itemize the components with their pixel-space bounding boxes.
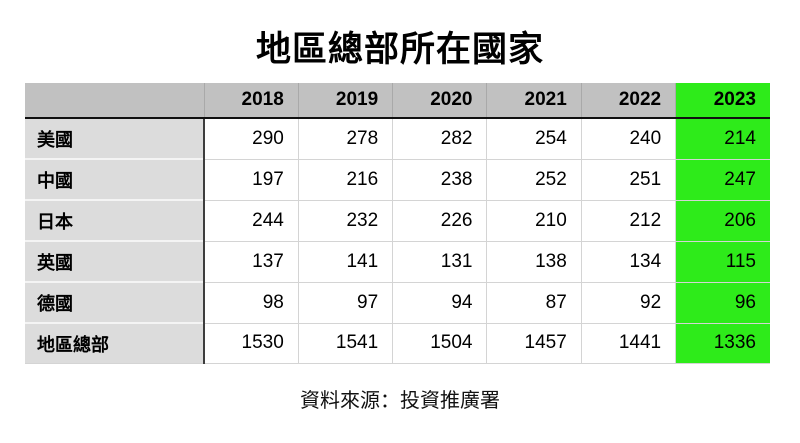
year-header-2020: 2020 — [392, 83, 487, 119]
value-cell-highlighted: 214 — [675, 118, 770, 159]
table-row-uk: 英國 137 141 131 138 134 115 — [25, 240, 770, 282]
value-cell: 251 — [580, 158, 676, 200]
value-cell: 282 — [392, 118, 487, 159]
year-header-2022: 2022 — [580, 83, 676, 119]
value-cell: 210 — [486, 199, 582, 241]
value-cell: 290 — [203, 118, 299, 159]
year-header-2021: 2021 — [486, 83, 582, 119]
value-cell: 141 — [297, 240, 393, 282]
value-cell: 197 — [203, 158, 299, 200]
value-cell: 87 — [486, 281, 582, 323]
value-cell: 1441 — [580, 322, 676, 364]
value-cell-highlighted: 206 — [675, 199, 770, 241]
value-cell: 97 — [297, 281, 393, 323]
value-cell: 94 — [392, 281, 487, 323]
value-cell: 98 — [203, 281, 299, 323]
value-cell: 1457 — [486, 322, 582, 364]
value-cell-highlighted: 247 — [675, 158, 770, 200]
value-cell: 1541 — [297, 322, 393, 364]
year-header-2019: 2019 — [297, 83, 393, 119]
value-cell: 137 — [203, 240, 299, 282]
value-cell: 278 — [297, 118, 393, 159]
page-title: 地區總部所在國家 — [255, 30, 544, 69]
value-cell: 252 — [486, 158, 582, 200]
value-cell: 92 — [580, 281, 676, 323]
table-row-china: 中國 197 216 238 252 251 247 — [25, 158, 770, 200]
header-row: 2018 2019 2020 2021 2022 2023 — [25, 83, 770, 119]
table-row-usa: 美國 290 278 282 254 240 214 — [25, 118, 770, 159]
value-cell: 238 — [392, 158, 487, 200]
value-cell: 216 — [297, 158, 393, 200]
row-label: 中國 — [25, 158, 205, 200]
row-label: 英國 — [25, 240, 205, 282]
regional-hq-table: 2018 2019 2020 2021 2022 2023 美國 290 278… — [25, 83, 770, 364]
row-label: 德國 — [25, 281, 205, 323]
year-header-2023-highlighted: 2023 — [675, 83, 770, 119]
year-header-2018: 2018 — [203, 83, 299, 119]
value-cell: 212 — [580, 199, 676, 241]
value-cell: 254 — [486, 118, 582, 159]
table-row-total: 地區總部 1530 1541 1504 1457 1441 1336 — [25, 322, 770, 364]
value-cell: 240 — [580, 118, 676, 159]
value-cell: 131 — [392, 240, 487, 282]
value-cell: 138 — [486, 240, 582, 282]
value-cell: 134 — [580, 240, 676, 282]
value-cell: 244 — [203, 199, 299, 241]
corner-cell — [25, 83, 204, 119]
value-cell-highlighted: 1336 — [675, 322, 770, 364]
row-label: 美國 — [25, 118, 205, 159]
table-row-japan: 日本 244 232 226 210 212 206 — [25, 199, 770, 241]
value-cell: 226 — [392, 199, 487, 241]
value-cell-highlighted: 96 — [675, 281, 770, 323]
row-label: 地區總部 — [25, 322, 205, 364]
row-label: 日本 — [25, 199, 205, 241]
value-cell: 232 — [297, 199, 393, 241]
value-cell-highlighted: 115 — [675, 240, 770, 282]
source-note: 資料來源：投資推廣署 — [300, 390, 500, 412]
table-row-germany: 德國 98 97 94 87 92 96 — [25, 281, 770, 323]
value-cell: 1504 — [392, 322, 487, 364]
value-cell: 1530 — [203, 322, 299, 364]
